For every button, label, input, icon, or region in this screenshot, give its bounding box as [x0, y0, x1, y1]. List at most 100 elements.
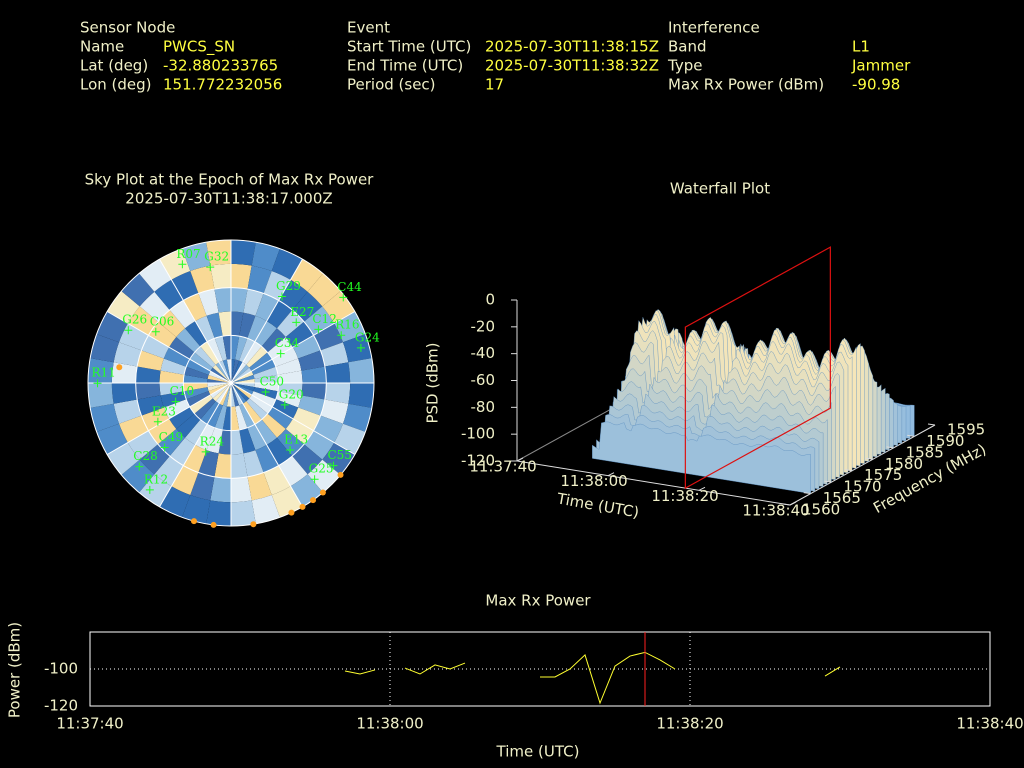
sky-cell: [266, 300, 293, 329]
chart-title: Max Rx Power: [485, 592, 591, 610]
sky-cell: [254, 419, 277, 445]
satellite-label: R16: [335, 318, 359, 332]
sky-cell: [231, 287, 248, 313]
sky-cell: [304, 306, 335, 336]
sky-cell: [207, 374, 231, 383]
sky-cell: [239, 427, 256, 454]
sky-cell: [184, 387, 209, 400]
satellite-marker: [160, 443, 169, 452]
sky-cell: [251, 242, 280, 272]
sky-cell: [231, 453, 248, 479]
sky-cell: [231, 364, 250, 383]
sky-cell: [185, 419, 208, 445]
satellite-marker: [337, 331, 346, 340]
sky-cell: [251, 359, 276, 375]
y-tick: [782, 503, 791, 506]
sky-cell: [267, 337, 293, 360]
sky-cell: [277, 370, 303, 383]
sky-cell: [113, 342, 142, 367]
x-tick-label: 11:37:40: [469, 458, 536, 476]
sky-cell: [285, 418, 314, 445]
sky-cell: [159, 370, 185, 383]
sky-cell: [243, 450, 264, 477]
sky-cell: [189, 352, 213, 372]
satellite-marker: [280, 400, 289, 409]
sky-cell: [231, 367, 252, 383]
horizon-point: [319, 489, 326, 496]
sky-cell: [206, 500, 231, 526]
panel-label: Lat (deg): [80, 57, 148, 75]
sky-cell: [194, 398, 216, 420]
z-tick-label: -100: [461, 425, 495, 443]
y-tick: [886, 446, 894, 449]
horizon-point: [116, 364, 123, 371]
sky-cell: [159, 383, 185, 396]
sky-cell: [183, 444, 207, 473]
sky-cell: [186, 359, 211, 375]
y-tick-label: 1595: [947, 421, 985, 439]
sky-cell: [127, 430, 158, 460]
x-tick: [607, 472, 615, 477]
sky-cell: [198, 289, 219, 316]
sky-cell: [200, 341, 220, 365]
z-tick-label: -80: [471, 398, 496, 416]
panel-value: L1: [852, 38, 870, 56]
sky-cell: [251, 391, 276, 407]
sky-cell: [231, 263, 252, 290]
sky-cell: [231, 335, 240, 360]
sky-cell: [239, 403, 255, 428]
sky-cell: [261, 413, 286, 438]
sky-cell: [231, 429, 244, 455]
sky-cell: [243, 289, 264, 316]
sky-cell: [247, 424, 267, 451]
sky-cell: [348, 383, 374, 408]
x-axis-title: Time (UTC): [555, 489, 641, 521]
y-tick-label: 1570: [843, 478, 881, 496]
horizon-point: [288, 509, 295, 516]
sky-cell: [182, 494, 211, 524]
satellite-marker: [329, 461, 338, 470]
sky-cell: [348, 358, 374, 383]
epoch-plane: [684, 246, 831, 490]
sky-cell: [231, 406, 240, 431]
sky-cell: [261, 328, 286, 353]
sky-cell: [249, 394, 273, 414]
sky-cell: [235, 405, 248, 430]
sky-cell: [215, 362, 231, 383]
sky-cell: [276, 428, 305, 457]
satellite-label: E13: [284, 432, 308, 446]
sky-cell: [169, 300, 196, 329]
z-tick-label: -40: [471, 344, 496, 362]
sky-cell: [254, 374, 279, 383]
sky-spoke: [106, 382, 232, 455]
sky-cell: [121, 459, 155, 493]
satellite-label: G20: [279, 387, 304, 401]
sky-cell: [254, 321, 277, 347]
sky-cell: [141, 335, 170, 359]
satellite-marker: [292, 318, 301, 327]
x-tick-label: 11:38:40: [742, 502, 809, 520]
sky-cell: [246, 346, 268, 368]
y-tick: [803, 492, 811, 495]
satellite-label: R07: [176, 247, 200, 261]
sky-cell: [210, 476, 231, 503]
sky-cell: [182, 242, 211, 272]
x-tick-label: 11:38:40: [956, 715, 1023, 733]
panel-value: 17: [485, 76, 504, 94]
sky-cell: [313, 415, 343, 443]
sky-spoke: [230, 311, 356, 384]
sky-cell: [212, 383, 231, 402]
sky-cell: [276, 309, 305, 338]
sky-cell: [231, 383, 255, 388]
sky-cell: [275, 391, 302, 408]
satellite-label: G29: [276, 279, 301, 293]
sky-cell: [231, 374, 255, 383]
horizon-point: [190, 518, 197, 525]
sky-spoke: [159, 258, 232, 384]
sky-spoke: [159, 382, 232, 508]
sky-cell: [231, 476, 252, 503]
sky-cell: [320, 399, 349, 424]
panel-label: Max Rx Power (dBm): [668, 76, 824, 94]
power-line: [344, 651, 841, 705]
z-tick-label: -120: [461, 452, 495, 470]
